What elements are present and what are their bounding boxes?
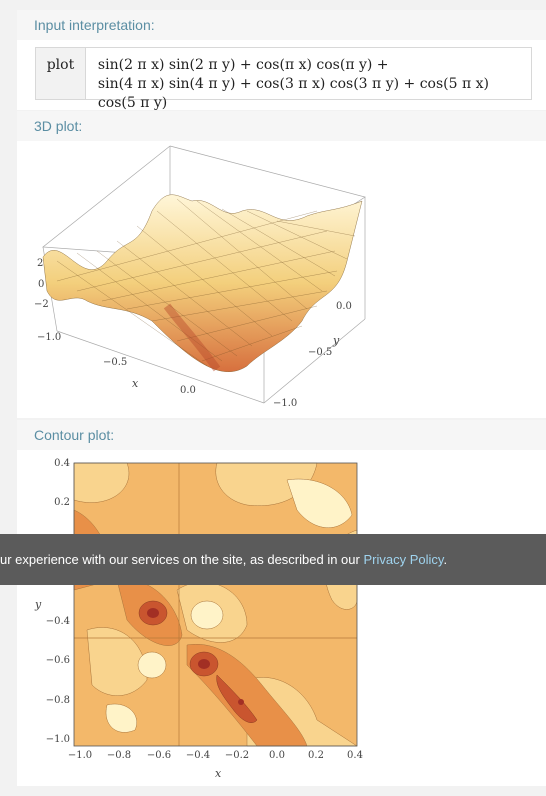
contour-y-tick-3: −0.6 <box>46 655 70 666</box>
contour-frame <box>73 462 358 747</box>
z-tick-2: 2 <box>37 258 43 269</box>
contour-y-tick-1: 0.2 <box>54 497 70 508</box>
axis-x-ticks: −1.0 −0.5 0.0 <box>37 332 196 396</box>
axis-y-label: y <box>332 334 340 347</box>
x-tick-neg05: −0.5 <box>103 357 127 368</box>
contour-plot: 0.4 0.2 −0.4 −0.6 −0.8 −1.0 y −1.0 −0.8 … <box>34 458 363 780</box>
input-interpretation-pod <box>17 40 546 110</box>
contour-x-tick-0: −1.0 <box>68 750 92 761</box>
input-table: plot sin(2 π x) sin(2 π y) + cos(π x) co… <box>35 47 532 111</box>
contour-field <box>73 462 358 747</box>
input-interpretation-title: Input interpretation: <box>17 10 546 40</box>
x-tick-neg1: −1.0 <box>37 332 61 343</box>
surface-mesh <box>42 194 363 372</box>
contour-y-ticks: 0.4 0.2 −0.4 −0.6 −0.8 −1.0 <box>46 458 70 745</box>
banner-period: . <box>443 552 448 567</box>
contour-min-regions <box>138 600 258 723</box>
contour-x-ticks: −1.0 −0.8 −0.6 −0.4 −0.2 0.0 0.2 0.4 <box>68 750 363 761</box>
contour-x-tick-3: −0.4 <box>186 750 210 761</box>
contour-y-label: y <box>34 598 42 611</box>
contour-x-tick-4: −0.2 <box>225 750 249 761</box>
axis-x-label: x <box>132 377 139 390</box>
privacy-banner: ur experience with our services on the s… <box>0 534 546 585</box>
y-tick-0: 0.0 <box>336 301 352 312</box>
z-tick-0: 0 <box>38 279 44 290</box>
surface-wire <box>56 198 356 367</box>
plot3d-title: 3D plot: <box>17 111 546 141</box>
contour-x-tick-7: 0.4 <box>347 750 363 761</box>
privacy-policy-link[interactable]: Privacy Policy <box>363 552 444 567</box>
contour-y-tick-0: 0.4 <box>54 458 70 469</box>
contour-peak-regions <box>105 478 353 733</box>
formula-line-1: sin(2 π x) sin(2 π y) + cos(π x) cos(π y… <box>97 57 389 73</box>
contour-x-tick-2: −0.6 <box>147 750 171 761</box>
y-tick-neg05: −0.5 <box>308 347 332 358</box>
contour-y-tick-5: −1.0 <box>46 734 70 745</box>
x-tick-0: 0.0 <box>180 385 196 396</box>
contour-title: Contour plot: <box>17 420 546 450</box>
formula-line-2: sin(4 π x) sin(4 π y) + cos(3 π x) cos(3… <box>97 76 489 111</box>
contour-x-tick-5: 0.0 <box>269 750 285 761</box>
contour-x-label: x <box>215 767 222 780</box>
axis-y-ticks: 0.0 −0.5 −1.0 <box>273 301 352 409</box>
input-head-plot: plot <box>36 48 86 99</box>
axis-z-ticks: 2 0 −2 <box>34 258 49 310</box>
surface-plot: 2 0 −2 −1.0 −0.5 0.0 x 0.0 −0.5 −1.0 y <box>34 145 366 409</box>
contour-x-tick-1: −0.8 <box>107 750 131 761</box>
surface-valley <box>163 303 221 372</box>
contour-x-tick-6: 0.2 <box>308 750 324 761</box>
contour-y-tick-4: −0.8 <box>46 695 70 706</box>
z-tick-neg2: −2 <box>34 299 49 310</box>
input-formula: sin(2 π x) sin(2 π y) + cos(π x) cos(π y… <box>86 48 531 111</box>
y-tick-neg1: −1.0 <box>273 398 297 409</box>
contour-y-tick-2: −0.4 <box>46 616 70 627</box>
banner-text: ur experience with our services on the s… <box>0 552 360 567</box>
contour-deepest <box>147 608 244 705</box>
